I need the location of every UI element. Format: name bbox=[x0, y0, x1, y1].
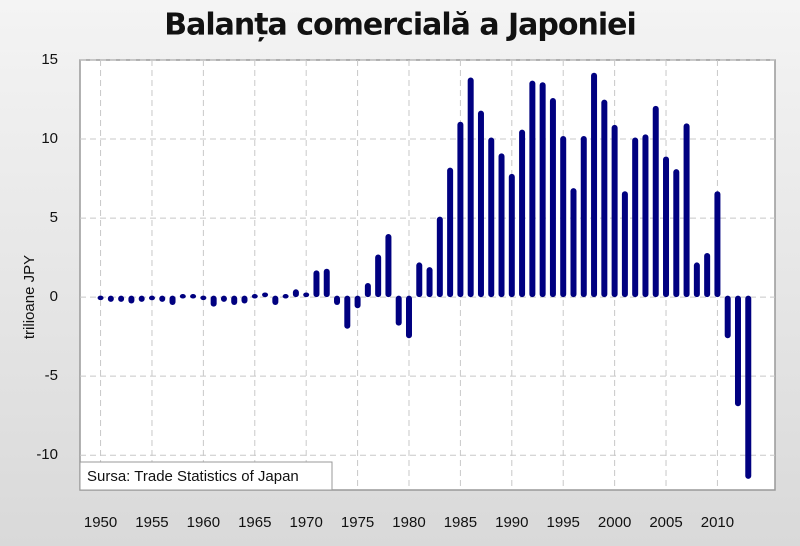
bar bbox=[128, 295, 135, 304]
bar bbox=[200, 295, 207, 301]
bar bbox=[734, 295, 741, 407]
bar bbox=[611, 124, 618, 298]
bar bbox=[745, 295, 752, 479]
bar bbox=[272, 295, 279, 306]
bar bbox=[138, 295, 145, 302]
bar bbox=[560, 135, 567, 298]
bar bbox=[436, 216, 443, 298]
bar bbox=[364, 282, 371, 298]
x-tick-label: 2010 bbox=[701, 514, 734, 531]
bar bbox=[508, 173, 515, 298]
bar bbox=[549, 98, 556, 298]
bar bbox=[405, 295, 412, 339]
bar bbox=[385, 233, 392, 298]
bar bbox=[683, 123, 690, 298]
bar bbox=[375, 254, 382, 298]
y-axis-label: trilioane JPY bbox=[21, 255, 38, 339]
bar bbox=[262, 292, 269, 298]
bar bbox=[251, 294, 258, 299]
bar bbox=[663, 156, 670, 298]
x-tick-label: 1995 bbox=[547, 514, 580, 531]
bar bbox=[632, 137, 639, 298]
bar bbox=[457, 121, 464, 298]
bar bbox=[231, 295, 238, 306]
x-tick-label: 1985 bbox=[444, 514, 477, 531]
bar bbox=[395, 295, 402, 326]
bar bbox=[190, 294, 197, 299]
bar bbox=[693, 262, 700, 298]
bar bbox=[148, 295, 155, 301]
y-tick-label: 5 bbox=[50, 209, 58, 226]
bar bbox=[416, 262, 423, 298]
bar bbox=[303, 292, 310, 298]
bar bbox=[169, 295, 176, 306]
bar bbox=[529, 80, 536, 298]
bar bbox=[159, 295, 166, 302]
x-tick-label: 1990 bbox=[495, 514, 528, 531]
y-tick-label: 10 bbox=[41, 130, 58, 147]
bar bbox=[97, 295, 104, 301]
bar bbox=[724, 295, 731, 339]
bar bbox=[118, 295, 125, 302]
y-tick-label: 0 bbox=[50, 288, 58, 305]
bar bbox=[467, 77, 474, 298]
bar bbox=[210, 295, 217, 307]
bar bbox=[107, 295, 114, 302]
bar bbox=[488, 137, 495, 298]
bar bbox=[334, 295, 341, 306]
bar bbox=[179, 294, 186, 299]
bar bbox=[354, 295, 361, 309]
x-tick-label: 1980 bbox=[392, 514, 425, 531]
bar bbox=[601, 99, 608, 298]
bar bbox=[580, 135, 587, 298]
x-tick-label: 1955 bbox=[135, 514, 168, 531]
source: Sursa: Trade Statistics of Japan bbox=[87, 468, 299, 485]
bar bbox=[714, 191, 721, 298]
bar bbox=[313, 270, 320, 298]
bar bbox=[570, 188, 577, 298]
bar bbox=[642, 134, 649, 298]
x-tick-label: 1960 bbox=[187, 514, 220, 531]
y-tick-label: -10 bbox=[36, 446, 58, 463]
bar bbox=[447, 167, 454, 298]
y-tick-label: 15 bbox=[41, 51, 58, 68]
x-tick-label: 1965 bbox=[238, 514, 271, 531]
x-tick-label: 1950 bbox=[84, 514, 117, 531]
bars bbox=[97, 72, 752, 479]
x-tick-label: 1975 bbox=[341, 514, 374, 531]
y-tick-label: -5 bbox=[45, 367, 58, 384]
source-box bbox=[79, 461, 333, 491]
bar bbox=[344, 295, 351, 329]
bar bbox=[519, 129, 526, 298]
bar bbox=[621, 191, 628, 298]
bar bbox=[220, 295, 227, 302]
chart-title: Balanța comercială a Japoniei bbox=[164, 8, 636, 43]
bar bbox=[591, 72, 598, 298]
bar bbox=[477, 110, 484, 298]
bar bbox=[282, 294, 289, 299]
bar bbox=[426, 267, 433, 298]
x-tick-label: 1970 bbox=[289, 514, 322, 531]
bar bbox=[704, 252, 711, 298]
x-tick-label: 2000 bbox=[598, 514, 631, 531]
x-tick-label: 2005 bbox=[649, 514, 682, 531]
bar bbox=[292, 289, 299, 298]
bar bbox=[652, 105, 659, 298]
bar bbox=[323, 268, 330, 298]
bar bbox=[673, 169, 680, 298]
bar bbox=[241, 295, 248, 304]
bar bbox=[498, 153, 505, 298]
bar bbox=[539, 82, 546, 298]
